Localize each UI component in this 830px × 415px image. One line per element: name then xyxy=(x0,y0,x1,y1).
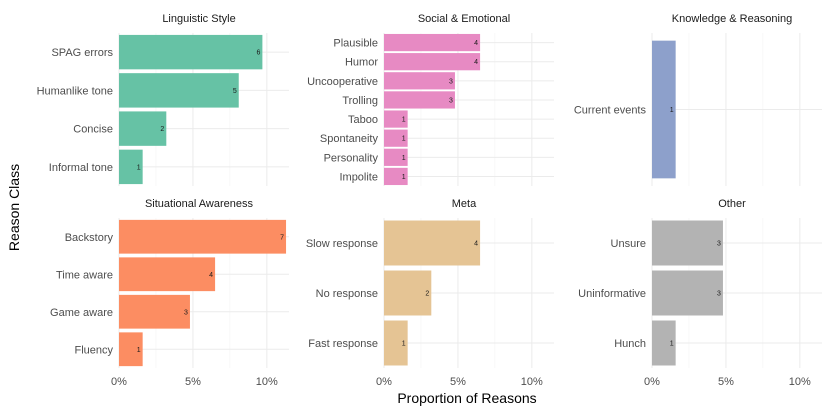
bar-current-events xyxy=(652,40,676,179)
data-label: 2 xyxy=(160,126,164,133)
category-label-spontaneity: Spontaneity xyxy=(320,133,379,145)
data-label: 4 xyxy=(474,59,478,66)
data-label: 4 xyxy=(209,272,213,279)
bar-backstory xyxy=(119,219,287,254)
category-label-humor: Humor xyxy=(345,57,378,69)
category-label-plausible: Plausible xyxy=(333,38,378,50)
x-tick-label: 5% xyxy=(185,376,201,388)
data-label: 1 xyxy=(670,107,674,114)
category-label-spag-errors: SPAG errors xyxy=(51,47,113,59)
bar-trolling xyxy=(384,91,455,109)
data-label: 1 xyxy=(137,164,141,171)
bar-taboo xyxy=(384,110,408,128)
category-label-taboo: Taboo xyxy=(348,114,378,126)
x-tick-label: 0% xyxy=(111,376,127,388)
x-tick-label: 10% xyxy=(789,376,811,388)
data-label: 3 xyxy=(449,78,453,85)
category-label-humanlike-tone: Humanlike tone xyxy=(37,85,113,97)
data-label: 3 xyxy=(717,241,721,248)
data-label: 1 xyxy=(402,155,406,162)
category-label-uninformative: Uninformative xyxy=(578,288,646,300)
panel-other: Other 3 Unsure 3 Uninformative 1 Hunch 0% 5% 10% xyxy=(578,198,822,388)
category-label-trolling: Trolling xyxy=(342,95,378,107)
category-label-personality: Personality xyxy=(324,152,379,164)
bar-humor xyxy=(384,53,481,71)
data-label: 1 xyxy=(137,347,141,354)
data-label: 7 xyxy=(280,234,284,241)
bar-uncooperative xyxy=(384,72,455,90)
data-label: 4 xyxy=(474,40,478,47)
category-label-fluency: Fluency xyxy=(74,344,113,356)
panel-title: Knowledge & Reasoning xyxy=(672,13,792,25)
panel-title: Linguistic Style xyxy=(162,13,235,25)
panel-knowledge-and-reasoning: Knowledge & Reasoning 1 Current events xyxy=(574,13,822,186)
bar-spontaneity xyxy=(384,129,408,147)
bar-no-response xyxy=(384,270,432,316)
bar-game-aware xyxy=(119,294,190,329)
data-label: 3 xyxy=(449,97,453,104)
panel-meta: Meta 4 Slow response 2 No response 1 Fast resp… xyxy=(306,198,554,388)
bar-concise xyxy=(119,111,167,146)
data-label: 1 xyxy=(402,136,406,143)
x-axis-title: Proportion of Reasons xyxy=(397,390,536,406)
category-label-uncooperative: Uncooperative xyxy=(307,76,378,88)
data-label: 6 xyxy=(256,50,260,57)
category-label-game-aware: Game aware xyxy=(50,307,113,319)
y-axis-title: Reason Class xyxy=(6,164,22,251)
data-label: 5 xyxy=(233,88,237,95)
data-label: 3 xyxy=(184,309,188,316)
data-label: 1 xyxy=(402,117,406,124)
category-label-time-aware: Time aware xyxy=(56,269,113,281)
data-label: 1 xyxy=(402,174,406,181)
category-label-impolite: Impolite xyxy=(339,171,378,183)
x-tick-label: 10% xyxy=(256,376,278,388)
x-tick-label: 5% xyxy=(450,376,466,388)
x-tick-label: 5% xyxy=(718,376,734,388)
category-label-slow-response: Slow response xyxy=(306,238,378,250)
x-tick-label: 0% xyxy=(376,376,392,388)
panel-title: Social & Emotional xyxy=(418,13,510,25)
bar-informal-tone xyxy=(119,149,143,185)
category-label-unsure: Unsure xyxy=(611,238,646,250)
x-tick-label: 0% xyxy=(644,376,660,388)
bar-humanlike-tone xyxy=(119,73,239,108)
category-label-current-events: Current events xyxy=(574,105,647,117)
bar-personality xyxy=(384,148,408,166)
bar-impolite xyxy=(384,167,408,186)
category-label-informal-tone: Informal tone xyxy=(49,162,113,174)
bar-fluency xyxy=(119,332,143,367)
bar-uninformative xyxy=(652,270,723,316)
bar-slow-response xyxy=(384,220,481,266)
panel-linguistic-style: Linguistic Style 6 SPAG errors 5 Humanlike t… xyxy=(37,13,289,186)
data-label: 4 xyxy=(474,241,478,248)
data-label: 1 xyxy=(670,341,674,348)
data-label: 2 xyxy=(425,291,429,298)
panel-situational-awareness: Situational Awareness 7 Backstory 4 Time awa… xyxy=(50,198,289,388)
panel-title: Meta xyxy=(452,198,477,210)
panel-social-and-emotional: Social & Emotional 4 Plausible 4 Humor 3 Uncoo… xyxy=(307,13,554,186)
bar-unsure xyxy=(652,220,723,266)
panel-title: Other xyxy=(718,198,746,210)
bar-hunch xyxy=(652,320,676,366)
bar-fast-response xyxy=(384,320,408,366)
x-tick-label: 10% xyxy=(521,376,543,388)
bar-time-aware xyxy=(119,257,216,292)
category-label-fast-response: Fast response xyxy=(308,338,378,350)
data-label: 1 xyxy=(402,341,406,348)
category-label-no-response: No response xyxy=(316,288,378,300)
bar-plausible xyxy=(384,33,481,52)
category-label-concise: Concise xyxy=(73,124,113,136)
bar-spag-errors xyxy=(119,34,263,70)
category-label-hunch: Hunch xyxy=(614,338,646,350)
data-label: 3 xyxy=(717,291,721,298)
category-label-backstory: Backstory xyxy=(65,232,114,244)
panel-title: Situational Awareness xyxy=(145,198,254,210)
